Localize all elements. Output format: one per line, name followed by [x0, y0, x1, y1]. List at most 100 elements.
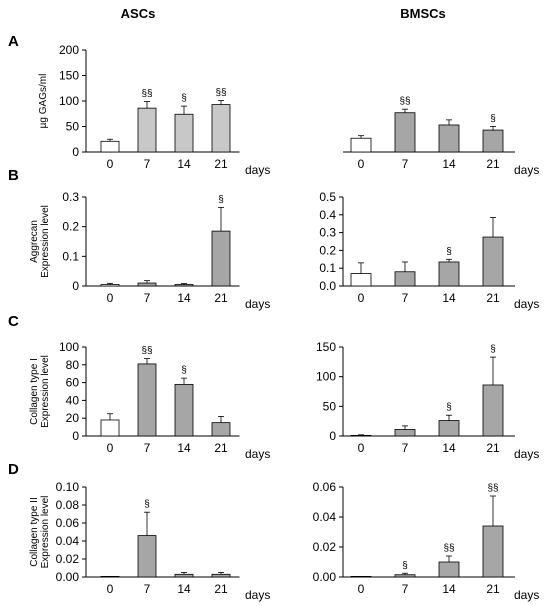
- y-tick-label: 0.02: [313, 540, 337, 554]
- y-tick-label: 0: [72, 279, 79, 293]
- x-axis-label: days: [245, 297, 270, 311]
- chart-C-bmscs: 0 50 100 150 0 7 § 14 § 21 days: [316, 340, 539, 461]
- x-tick-label: 14: [442, 582, 456, 596]
- significance-marker: §§: [399, 96, 410, 107]
- significance-marker: §: [446, 246, 452, 257]
- x-tick-label: 14: [442, 291, 456, 305]
- x-tick-label: 7: [402, 441, 409, 455]
- panel-letter-c: C: [8, 313, 19, 330]
- bar-21: [211, 104, 231, 153]
- y-tick-label: 0.2: [319, 243, 336, 257]
- x-tick-label: 14: [442, 441, 456, 455]
- y-tick-label: 100: [316, 370, 336, 384]
- significance-marker: §: [402, 560, 408, 571]
- significance-marker: §§: [141, 346, 152, 357]
- y-tick-label: 200: [59, 43, 79, 57]
- bar-7: [137, 363, 157, 437]
- y-tick-label: 20: [66, 411, 80, 425]
- significance-marker: §: [218, 194, 224, 205]
- y-tick-label: 150: [59, 69, 79, 83]
- y-tick-label: 0.0: [319, 279, 336, 293]
- chart-A-bmscs: 0 §§ 7 14 § 21 days: [343, 96, 539, 177]
- x-tick-label: 21: [486, 582, 500, 596]
- chart-C-ascs: C 0 20 40 60 80 100 Collagen type IExpression l…: [8, 313, 270, 461]
- bar-7: [137, 107, 157, 153]
- x-tick-label: 7: [402, 291, 409, 305]
- bar-7: [137, 535, 157, 578]
- x-axis-label: days: [514, 588, 539, 602]
- bar-7: [137, 282, 157, 287]
- y-tick-label: 0: [72, 429, 79, 443]
- x-tick-label: 0: [358, 441, 365, 455]
- x-tick-label: 14: [177, 582, 191, 596]
- x-tick-label: 0: [358, 582, 365, 596]
- bar-21: [482, 236, 504, 287]
- y-tick-label: 0.4: [319, 208, 336, 222]
- x-axis-label: days: [514, 447, 539, 461]
- y-tick-label: 0.02: [56, 552, 80, 566]
- bar-21: [211, 230, 231, 287]
- significance-marker: §§: [215, 87, 226, 98]
- y-tick-label: 0: [72, 145, 79, 159]
- bar-7: [394, 271, 416, 287]
- x-tick-label: 21: [486, 291, 500, 305]
- significance-marker: §§: [141, 89, 152, 100]
- y-tick-label: 100: [59, 340, 79, 354]
- y-tick-label: 0.00: [56, 570, 80, 584]
- significance-marker: §: [144, 499, 150, 510]
- y-tick-label: 0: [329, 429, 336, 443]
- y-tick-label: 0.04: [313, 510, 337, 524]
- bar-14: [438, 124, 460, 153]
- significance-marker: §: [490, 114, 496, 125]
- chart-A-ascs: A 0 50 100 150 200 µg GAGs/ml 0 §§ 7 § 14 §§ 21 days: [8, 33, 270, 177]
- bar-0: [350, 434, 372, 437]
- y-tick-label: 0.00: [313, 570, 337, 584]
- y-tick-label: 150: [316, 340, 336, 354]
- x-tick-label: 7: [144, 582, 151, 596]
- y-tick-label: 60: [66, 376, 80, 390]
- column-header-bmscs: BMSCs: [400, 6, 446, 21]
- bar-0: [100, 284, 120, 287]
- x-tick-label: 0: [107, 582, 114, 596]
- y-tick-label: 0.08: [56, 498, 80, 512]
- significance-marker: §: [446, 402, 452, 413]
- x-tick-label: 21: [214, 157, 228, 171]
- bar-21: [482, 384, 504, 437]
- bar-0: [100, 140, 120, 153]
- y-tick-label: 0.5: [319, 190, 336, 204]
- bar-0: [350, 273, 372, 287]
- x-tick-label: 7: [402, 157, 409, 171]
- bar-14: [438, 420, 460, 437]
- x-axis-label: days: [514, 163, 539, 177]
- bar-21: [211, 422, 231, 437]
- x-tick-label: 14: [442, 157, 456, 171]
- x-tick-label: 0: [358, 157, 365, 171]
- y-tick-label: 0.1: [319, 261, 336, 275]
- x-tick-label: 7: [144, 291, 151, 305]
- x-tick-label: 7: [144, 441, 151, 455]
- panel-letter-d: D: [8, 461, 19, 478]
- y-tick-label: 0.04: [56, 534, 80, 548]
- chart-B-ascs: B 0 0.1 0.2 0.3 AggrecanExpression level 0 7 14 §…: [8, 167, 270, 311]
- x-tick-label: 14: [177, 291, 191, 305]
- y-tick-label: 40: [66, 393, 80, 407]
- y-tick-label: 80: [66, 358, 80, 372]
- x-tick-label: 0: [358, 291, 365, 305]
- x-tick-label: 0: [107, 291, 114, 305]
- x-axis-label: days: [514, 297, 539, 311]
- x-axis-label: days: [245, 163, 270, 177]
- y-axis-label: Collagen type IIExpression level: [29, 496, 51, 569]
- y-tick-label: 50: [323, 399, 337, 413]
- panel-letter-a: A: [8, 33, 19, 50]
- x-tick-label: 21: [214, 582, 228, 596]
- bar-7: [394, 112, 416, 153]
- chart-D-bmscs: 0.00 0.02 0.04 0.06 0 § 7 §§ 14 §§ 21 days: [313, 480, 540, 602]
- y-tick-label: 0.06: [313, 480, 337, 494]
- y-axis-label: µg GAGs/ml: [38, 74, 49, 129]
- bar-7: [394, 574, 416, 578]
- x-tick-label: 21: [214, 441, 228, 455]
- bar-14: [174, 573, 194, 578]
- y-axis-label: Collagen type IExpression level: [29, 355, 51, 428]
